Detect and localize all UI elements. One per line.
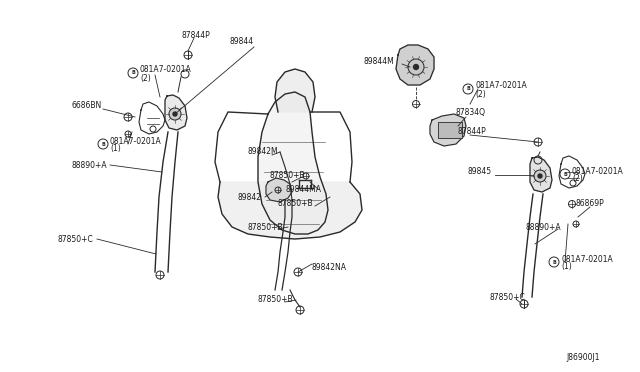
Text: 87850+B: 87850+B [270, 170, 306, 180]
Text: 89842M: 89842M [248, 148, 278, 157]
Text: 87834Q: 87834Q [455, 108, 485, 116]
Text: 081A7-0201A: 081A7-0201A [110, 137, 162, 145]
Text: 081A7-0201A: 081A7-0201A [561, 254, 612, 263]
Circle shape [173, 112, 177, 116]
Circle shape [538, 174, 542, 178]
Text: B: B [552, 260, 556, 264]
Bar [438, 122, 462, 138]
Polygon shape [165, 95, 187, 130]
Text: 88890+A: 88890+A [72, 160, 108, 170]
Text: 89844MA: 89844MA [285, 185, 321, 193]
Text: (1): (1) [110, 144, 121, 154]
Text: 88890+A: 88890+A [526, 222, 562, 231]
Text: 86869P: 86869P [575, 199, 604, 208]
Circle shape [413, 64, 419, 70]
Text: (1): (1) [561, 263, 572, 272]
Text: J86900J1: J86900J1 [566, 353, 600, 362]
Text: (2): (2) [572, 174, 583, 183]
Text: 89844: 89844 [230, 38, 254, 46]
Circle shape [169, 108, 181, 120]
Text: (2): (2) [140, 74, 151, 83]
Text: B: B [466, 87, 470, 92]
Text: 87850+C: 87850+C [490, 292, 525, 301]
Bar [438, 122, 462, 138]
Polygon shape [430, 114, 466, 146]
Text: 89844M: 89844M [364, 58, 395, 67]
Text: 6686BN: 6686BN [72, 100, 102, 109]
Polygon shape [275, 69, 315, 112]
Text: B: B [131, 71, 135, 76]
Text: 87850+B: 87850+B [248, 222, 284, 231]
Polygon shape [218, 182, 362, 239]
Text: 081A7-0201A: 081A7-0201A [475, 81, 527, 90]
Text: (2): (2) [475, 90, 486, 99]
Polygon shape [266, 178, 292, 202]
Text: 87850+B: 87850+B [278, 199, 314, 208]
Text: 87844P: 87844P [181, 32, 210, 41]
Text: 87844P: 87844P [457, 128, 486, 137]
Text: 89845: 89845 [468, 167, 492, 176]
Polygon shape [530, 157, 552, 192]
Text: B: B [563, 171, 567, 176]
Text: 081A7-0201A: 081A7-0201A [140, 65, 192, 74]
Text: 87850+B: 87850+B [258, 295, 294, 305]
Circle shape [408, 59, 424, 75]
Text: 081A7-0201A: 081A7-0201A [572, 167, 624, 176]
Polygon shape [396, 45, 434, 85]
Text: 87850+C: 87850+C [58, 234, 93, 244]
Circle shape [534, 170, 546, 182]
Polygon shape [258, 92, 328, 234]
Text: 89842NA: 89842NA [312, 263, 347, 272]
Text: B: B [101, 141, 105, 147]
Text: 89842: 89842 [238, 192, 262, 202]
